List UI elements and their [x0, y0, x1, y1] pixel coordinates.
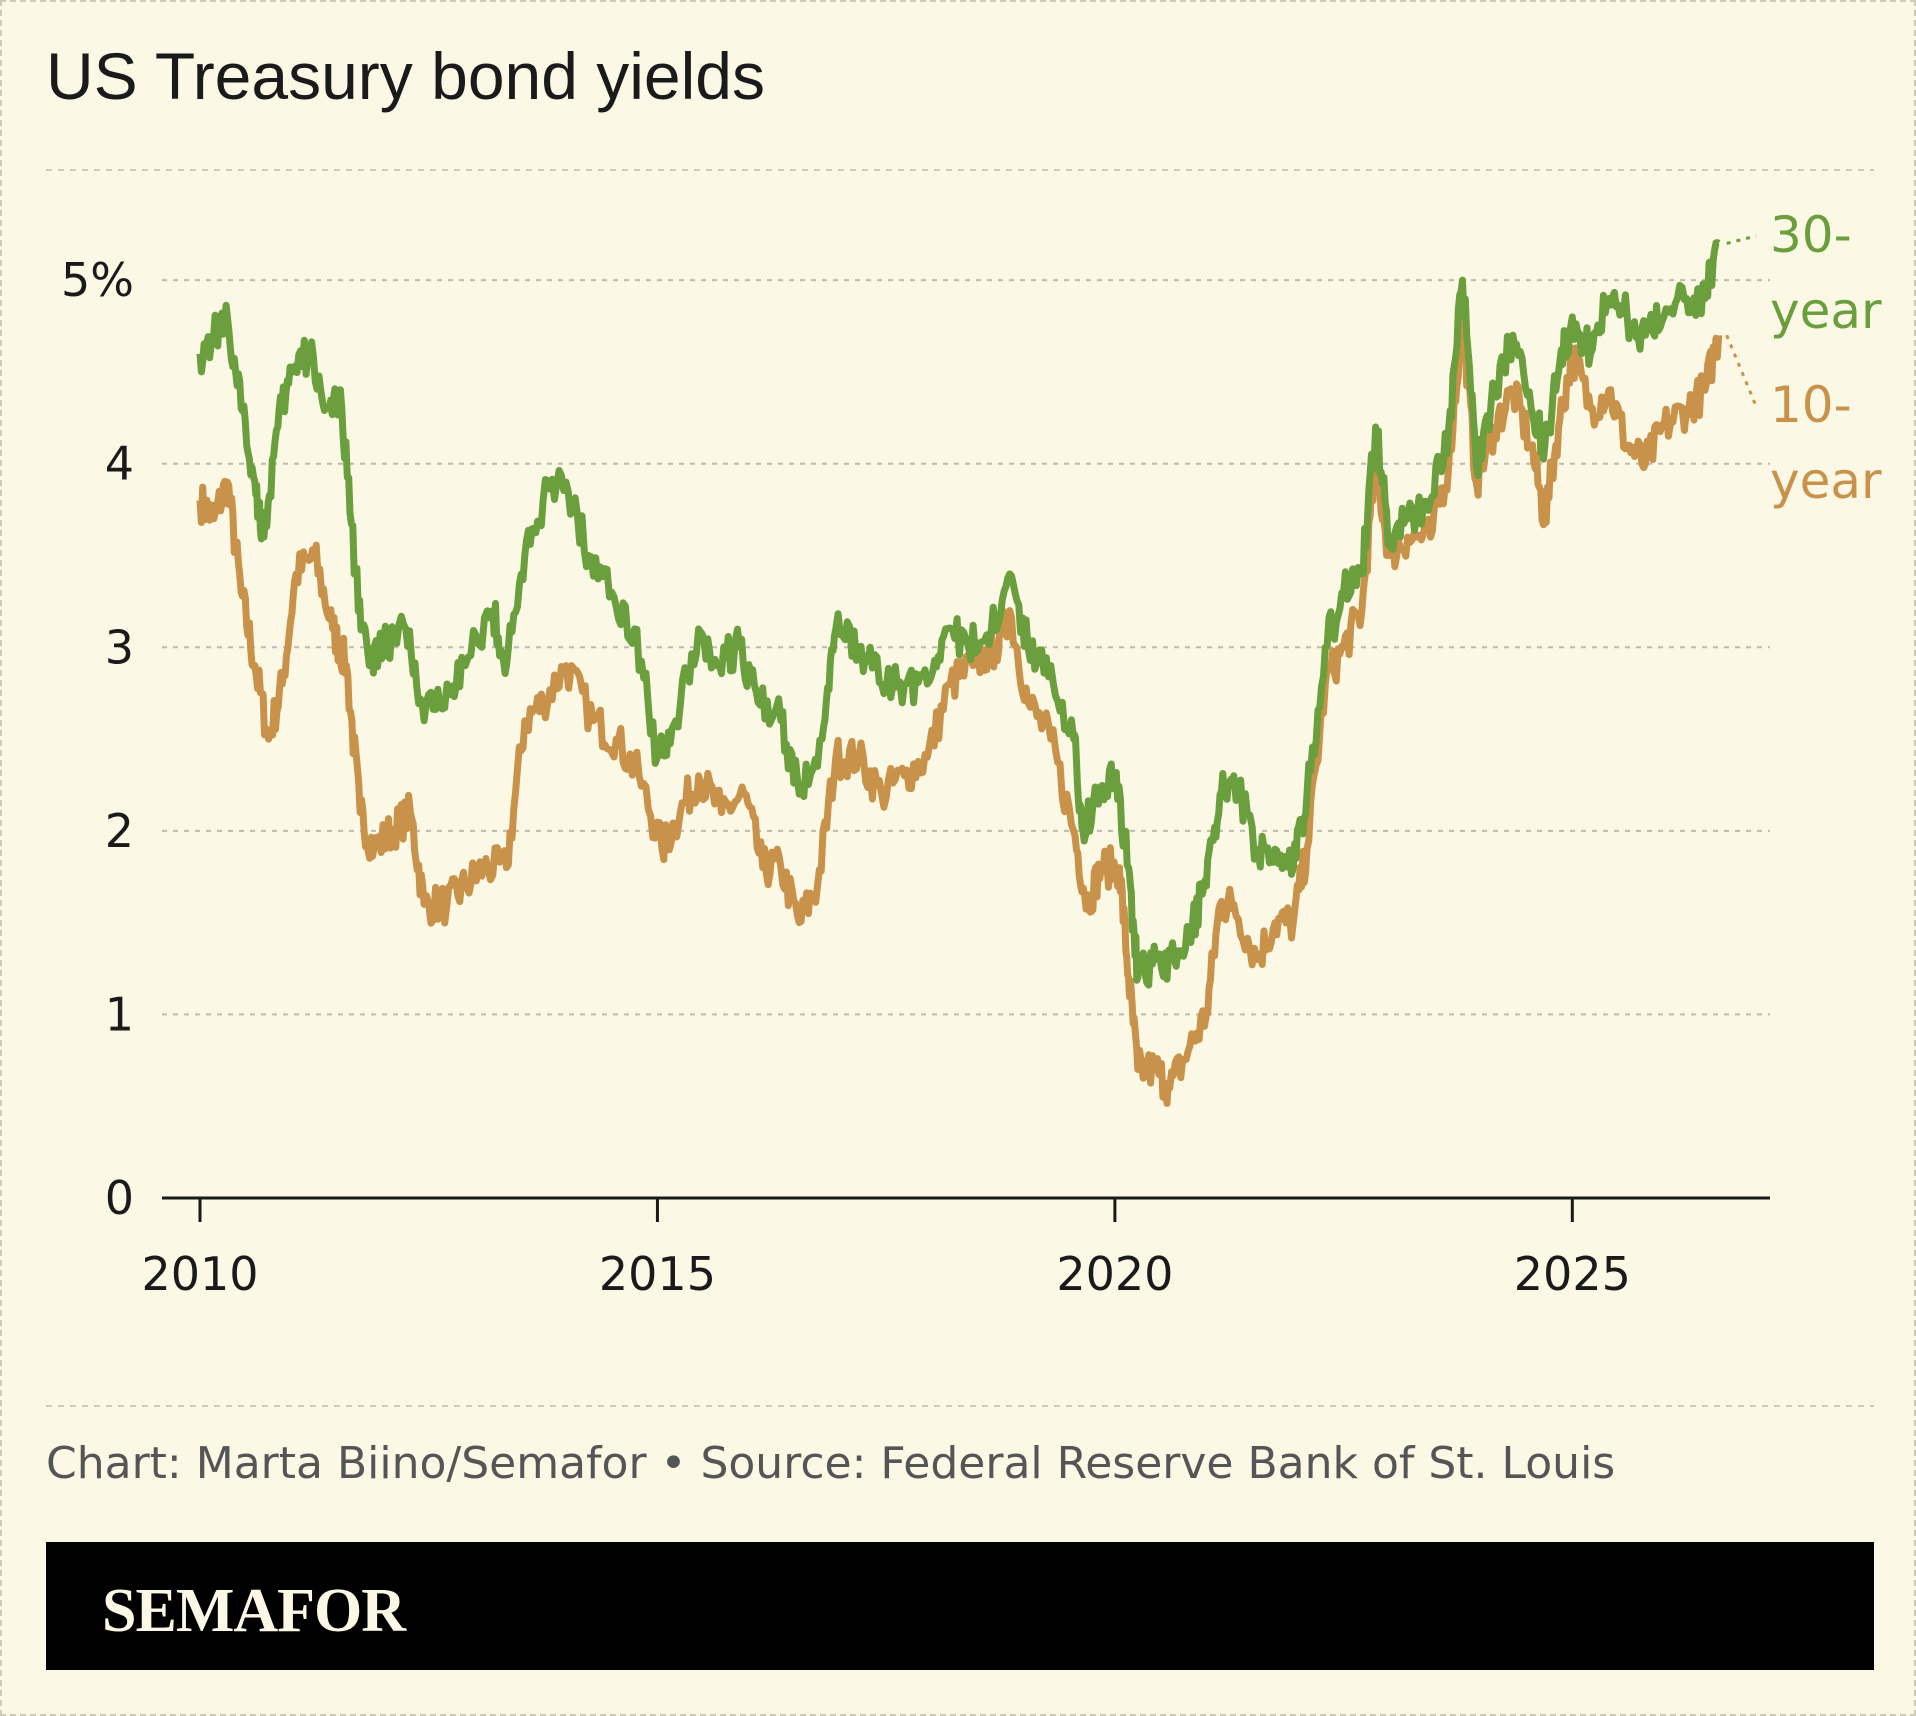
chart-title: US Treasury bond yields [46, 39, 766, 113]
series-line-30-year [196, 239, 1721, 989]
chart-credit: Chart: Marta Biino/Semafor • Source: Fed… [46, 1438, 1616, 1489]
x-tick-label: 2025 [1514, 1247, 1631, 1301]
y-tick-label: 3 [105, 620, 134, 674]
y-tick-label: 4 [105, 437, 134, 491]
series-label-10-year: 10- [1770, 376, 1852, 434]
y-axis: 0 1 2 3 4 5% [61, 253, 134, 1225]
x-tick-label: 2020 [1056, 1247, 1173, 1301]
y-tick-label: 1 [105, 987, 134, 1041]
label-leader-10-year [1725, 334, 1758, 407]
series-lines [196, 239, 1723, 1107]
line-chart: 0 1 2 3 4 5% 2010 2015 2020 2025 30- year 10- year [46, 169, 1882, 1407]
label-leader-30-year [1726, 234, 1757, 245]
x-tick-label: 2015 [599, 1247, 716, 1301]
x-tick-label: 2010 [141, 1247, 258, 1301]
series-label-10-year: year [1770, 452, 1882, 510]
y-tick-label: 5% [61, 253, 134, 307]
series-label-30-year: 30- [1770, 206, 1852, 264]
series-labels: 30- year 10- year [1725, 206, 1882, 510]
x-axis: 2010 2015 2020 2025 [141, 1198, 1631, 1301]
y-tick-label: 2 [105, 804, 134, 858]
semafor-logo: SEMAFOR [102, 1577, 406, 1645]
brand-bar: SEMAFOR [46, 1542, 1874, 1670]
series-label-30-year: year [1770, 282, 1882, 340]
y-tick-label: 0 [105, 1171, 134, 1225]
